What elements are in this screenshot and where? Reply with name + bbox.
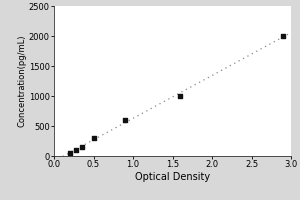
Point <box>91 136 96 140</box>
X-axis label: Optical Density: Optical Density <box>135 172 210 182</box>
Point <box>178 94 183 98</box>
Point <box>281 34 286 38</box>
Y-axis label: Concentration(pg/mL): Concentration(pg/mL) <box>17 35 26 127</box>
Point <box>74 148 79 152</box>
Point <box>123 118 128 122</box>
Point <box>79 145 84 149</box>
Point <box>68 151 72 155</box>
